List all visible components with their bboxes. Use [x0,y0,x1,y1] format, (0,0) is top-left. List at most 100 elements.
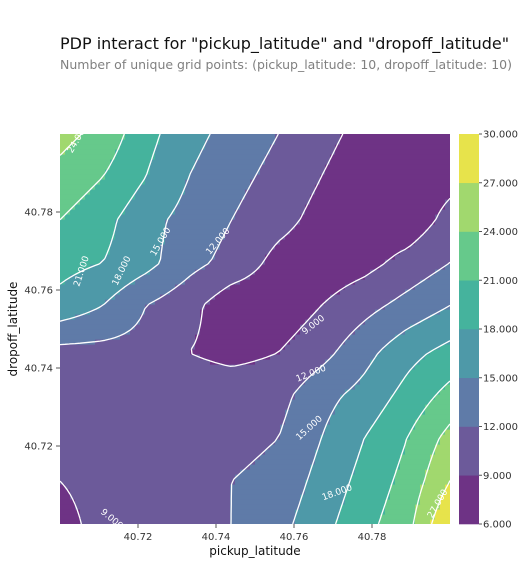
contour-cell [120,379,126,385]
contour-cell [240,389,246,395]
contour-cell [180,379,186,385]
contour-cell [160,394,166,400]
contour-cell [310,359,316,365]
contour-cell [245,319,251,325]
contour-cell [345,224,351,230]
contour-cell [90,519,96,524]
contour-cell [270,434,276,440]
contour-cell [435,474,441,480]
contour-cell [205,519,211,524]
contour-cell [140,204,146,210]
contour-cell [355,484,361,490]
contour-cell [440,249,446,255]
contour-cell [70,364,76,370]
contour-cell [145,234,151,240]
contour-cell [390,439,396,445]
contour-cell [340,284,346,290]
contour-cell [265,404,271,410]
contour-cell [120,224,126,230]
contour-cell [410,379,416,385]
contour-cell [80,379,86,385]
contour-cell [265,469,271,475]
contour-cell [65,519,71,524]
contour-cell [440,244,446,250]
contour-cell [335,214,341,220]
contour-cell [125,339,131,345]
contour-cell [175,414,181,420]
contour-cell [320,434,326,440]
contour-cell [150,459,156,465]
contour-cell [390,424,396,430]
contour-cell [205,489,211,495]
contour-cell [185,439,191,445]
contour-cell [230,389,236,395]
contour-cell [195,454,201,460]
contour-cell [350,494,356,500]
contour-cell [95,479,101,485]
contour-cell [410,479,416,485]
contour-cell [400,324,406,330]
contour-cell [215,359,221,365]
contour-cell [130,374,136,380]
contour-cell [280,454,286,460]
contour-cell [300,384,306,390]
contour-cell [105,519,111,524]
contour-cell [420,344,426,350]
contour-cell [400,319,406,325]
contour-cell [115,349,121,355]
contour-cell [90,454,96,460]
contour-cell [420,469,426,475]
contour-cell [385,279,391,285]
contour-cell [350,304,356,310]
contour-cell [120,244,126,250]
contour-cell [335,309,341,315]
contour-cell [260,509,266,515]
contour-cell [345,414,351,420]
contour-cell [365,209,371,215]
contour-cell [175,499,181,505]
contour-cell [185,474,191,480]
contour-cell [85,409,91,415]
contour-cell [350,504,356,510]
contour-cell [220,514,226,520]
contour-cell [385,239,391,245]
contour-cell [280,499,286,505]
contour-cell [415,254,421,260]
contour-cell [205,459,211,465]
contour-cell [165,339,171,345]
contour-cell [65,484,71,490]
contour-cell [200,289,206,295]
contour-cell [245,309,251,315]
contour-cell [440,499,446,505]
contour-cell [250,464,256,470]
contour-cell [290,209,296,215]
contour-cell [220,284,226,290]
contour-cell [190,319,196,325]
contour-cell [255,229,261,235]
contour-cell [410,339,416,345]
contour-cell [220,244,226,250]
contour-cell [420,364,426,370]
contour-cell [340,309,346,315]
contour-cell [195,364,201,370]
contour-cell [440,504,446,510]
contour-cell [370,429,376,435]
contour-cell [75,489,81,495]
contour-cell [105,489,111,495]
contour-cell [220,224,226,230]
contour-cell [440,214,446,220]
contour-cell [245,214,251,220]
contour-cell [360,294,366,300]
contour-cell [160,364,166,370]
contour-cell [120,314,126,320]
contour-cell [215,219,221,225]
contour-cell [360,444,366,450]
contour-cell [225,334,231,340]
contour-cell [155,429,161,435]
contour-cell [420,284,426,290]
contour-cell [360,419,366,425]
contour-cell [365,449,371,455]
contour-cell [290,449,296,455]
contour-cell [380,289,386,295]
contour-cell [410,304,416,310]
